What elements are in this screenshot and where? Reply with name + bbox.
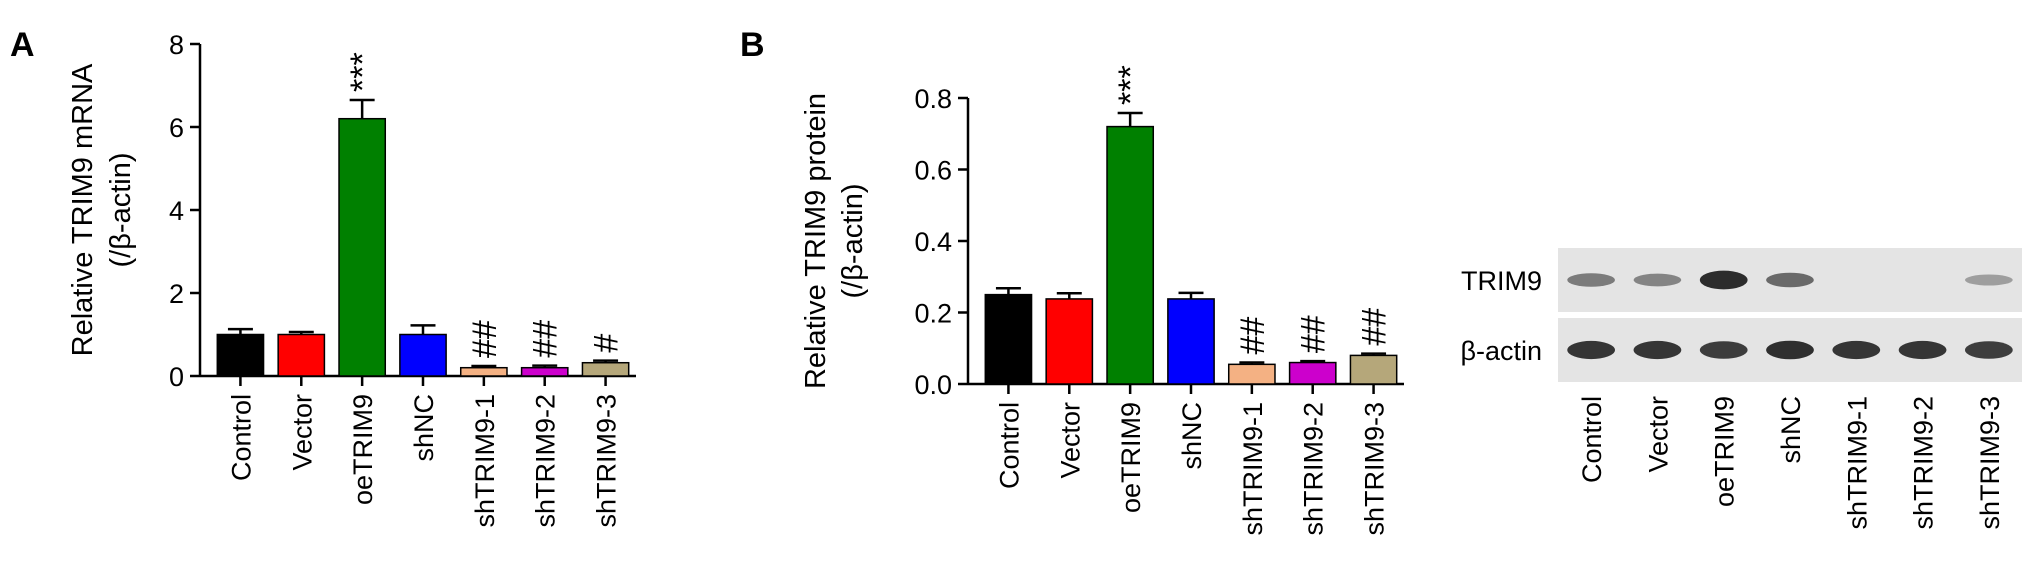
x-tick-label: shTRIM9-2 — [531, 394, 561, 528]
bar-shnc — [1167, 298, 1215, 385]
blot-band — [1699, 341, 1748, 359]
y-tick-label: 0.0 — [914, 370, 952, 400]
x-tick-label: shNC — [1177, 402, 1207, 470]
bar-shtrim9-1 — [1227, 363, 1276, 385]
blot-band — [1964, 274, 2013, 286]
chart-b: 0.0 0.2 0.4 0.6 0.8 Relative TRIM9 protein (/β… — [800, 65, 1404, 536]
y-tick-label: 8 — [169, 30, 184, 60]
x-tick-label: shTRIM9-1 — [470, 394, 500, 528]
bar-vector — [277, 333, 326, 377]
blot-lane-label: Control — [1577, 396, 1607, 483]
y-axis-title: Relative TRIM9 mRNA — [67, 63, 99, 356]
western-blot: TRIM9 β-actin Control Vector oeTRIM9 shNC shTR… — [1460, 248, 2022, 530]
x-tick-label: oeTRIM9 — [348, 394, 378, 505]
significance-marker: # — [588, 334, 626, 353]
significance-marker: ## — [466, 320, 504, 358]
y-axis-title-units: (/β-actin) — [105, 153, 137, 268]
significance-marker: *** — [344, 52, 382, 92]
chart-a: 0 2 4 6 8 Relative TRIM9 mRNA (/β-actin) Contro… — [67, 30, 636, 528]
x-tick-label: oeTRIM9 — [1116, 402, 1146, 513]
blot-band — [1766, 340, 1814, 360]
x-tick-label: shNC — [409, 394, 439, 462]
y-tick-label: 0.8 — [914, 84, 952, 114]
y-tick-label: 6 — [169, 113, 184, 143]
blot-band — [1567, 273, 1616, 287]
bar-shtrim9-1 — [459, 366, 508, 377]
x-tick-label: shTRIM9-3 — [592, 394, 622, 528]
y-axis-title-units: (/β-actin) — [837, 184, 869, 299]
x-tick-label: Control — [226, 394, 256, 481]
significance-marker: ## — [1295, 315, 1333, 353]
y-axis-title: Relative TRIM9 protein — [800, 93, 832, 389]
blot-band — [1633, 273, 1682, 287]
y-tick-label: 0.6 — [914, 156, 952, 186]
significance-marker: *** — [1112, 65, 1150, 105]
bar-shtrim9-2 — [1288, 361, 1337, 385]
blot-row-label: β-actin — [1460, 336, 1542, 366]
blot-band — [1898, 340, 1947, 360]
bar-shtrim9-3 — [581, 361, 630, 377]
panel-a-letter: A — [10, 26, 35, 64]
y-tick-label: 0.4 — [914, 227, 952, 257]
y-tick-label: 0.2 — [914, 299, 952, 329]
blot-band — [1766, 272, 1814, 288]
bar-shnc — [399, 333, 447, 377]
significance-marker: ## — [1234, 317, 1272, 355]
blot-lane-label: shTRIM9-2 — [1909, 396, 1939, 530]
x-tick-label: shTRIM9-3 — [1360, 402, 1390, 536]
x-tick-label: Vector — [1055, 402, 1085, 479]
blot-lane-label: Vector — [1643, 396, 1673, 473]
blot-lane-label: oeTRIM9 — [1710, 396, 1740, 507]
blot-band — [1699, 270, 1748, 290]
bar-shtrim9-3 — [1349, 354, 1398, 385]
significance-marker: ## — [1356, 308, 1394, 346]
bar-control — [984, 293, 1033, 385]
blot-row-label: TRIM9 — [1461, 266, 1542, 296]
bar-vector — [1045, 298, 1094, 385]
x-tick-label: shTRIM9-1 — [1238, 402, 1268, 536]
bar-oetrim9 — [1106, 125, 1155, 385]
blot-band — [1964, 341, 2013, 359]
bar-control — [216, 333, 265, 377]
blot-band — [1633, 340, 1682, 360]
x-tick-label: Control — [994, 402, 1024, 489]
blot-lane-label: shTRIM9-1 — [1842, 396, 1872, 530]
blot-band — [1832, 340, 1881, 360]
x-tick-label: Vector — [287, 394, 317, 471]
x-tick-label: shTRIM9-2 — [1299, 402, 1329, 536]
y-tick-label: 0 — [169, 362, 184, 392]
blot-lane-label: shNC — [1776, 396, 1806, 464]
panel-b-letter: B — [740, 26, 765, 64]
y-tick-label: 4 — [169, 196, 184, 226]
y-tick-label: 2 — [169, 279, 184, 309]
bar-shtrim9-2 — [520, 366, 569, 377]
significance-marker: ## — [527, 320, 565, 358]
bar-oetrim9 — [338, 117, 387, 377]
blot-band — [1567, 340, 1616, 360]
blot-lane-label: shTRIM9-3 — [1975, 396, 2005, 530]
